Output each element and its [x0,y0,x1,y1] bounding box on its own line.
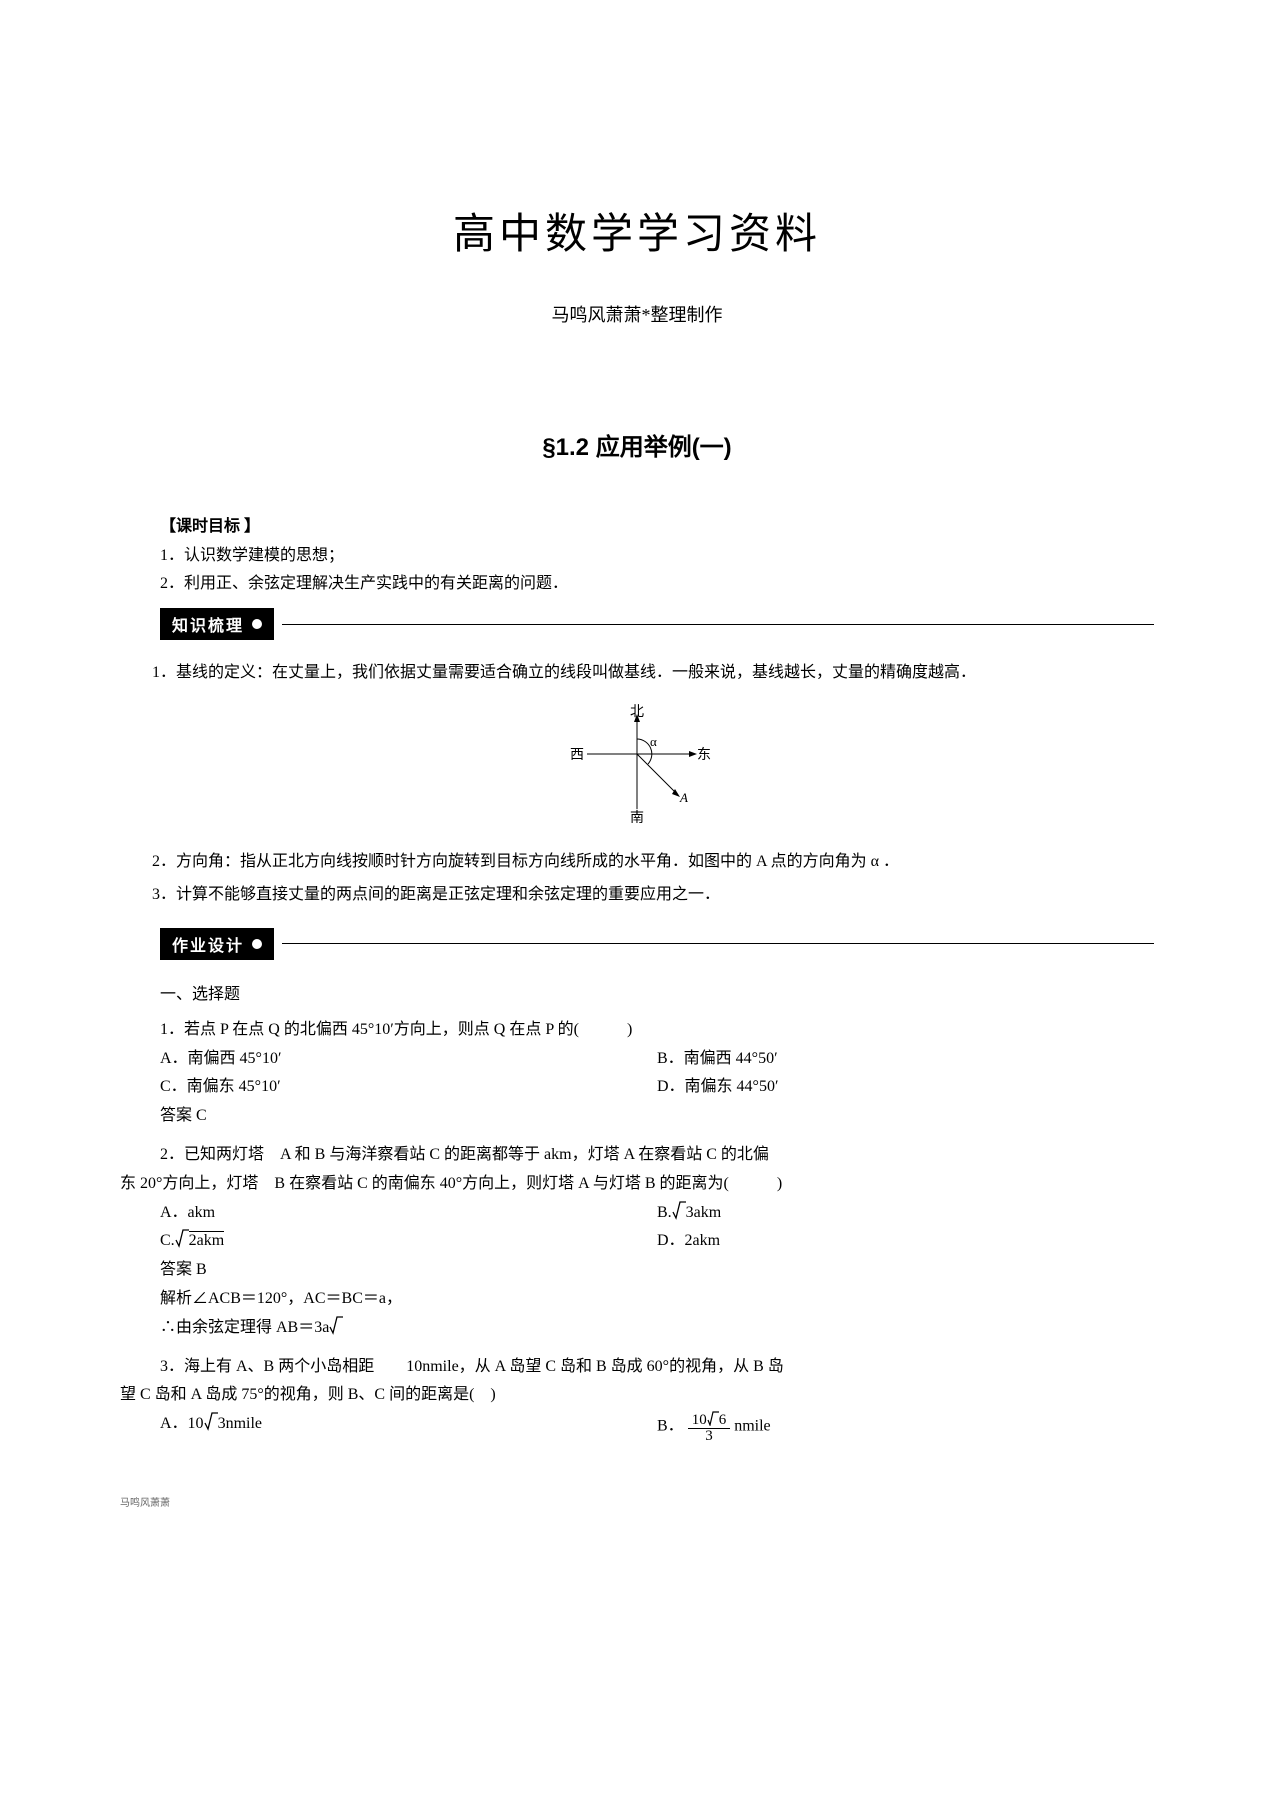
diagram-west: 西 [570,748,584,763]
q1-answer: 答案 C [160,1102,1154,1131]
q3-optb-suffix: nmile [734,1418,770,1435]
banner-text: 作业设计 [172,932,244,956]
q2-option-b: B. 3akm [657,1199,1154,1228]
direction-diagram: 北 南 西 东 α A [120,704,1154,839]
sqrt-icon [204,1411,218,1431]
knowledge-1: 1．基线的定义：在丈量上，我们依据丈量需要适合确立的线段叫做基线．一般来说，基线… [120,660,1154,694]
q2-option-c: C. 2akm [160,1227,657,1256]
q2-option-a: A．akm [160,1199,657,1228]
goal-item-2: 2．利用正、余弦定理解决生产实践中的有关距离的问题． [120,572,1154,596]
sqrt-icon [707,1410,719,1426]
q1-option-a: A．南偏西 45°10′ [160,1045,657,1074]
q2-optb-pre: B. [657,1204,672,1221]
goal-item-1: 1．认识数学建模的思想； [120,544,1154,568]
banner-dot-icon [252,939,262,949]
q3-text-1: 3．海上有 A、B 两个小岛相距 10nmile，从 A 岛望 C 岛和 B 岛… [160,1353,1154,1382]
footer-text: 马鸣风萧萧 [120,1494,1154,1509]
q2-analysis-val: 3a [314,1319,329,1336]
q3-optb-pre: B． [657,1418,684,1435]
knowledge-2: 2．方向角：指从正北方向线按顺时针方向旋转到目标方向线所成的水平角．如图中的 A… [120,849,1154,883]
fraction: 10 6 3 [688,1410,731,1444]
q2-answer: 答案 B [160,1256,1154,1285]
q2-optc-val: 2akm [189,1231,225,1249]
sqrt-icon [175,1228,189,1248]
subtitle: 马鸣风萧萧*整理制作 [120,301,1154,327]
q3-text-2: 望 C 岛和 A 岛成 75°的视角，则 B、C 间的距离是( ) [120,1381,1154,1410]
sqrt-icon [329,1315,343,1335]
q2-optc-pre: C. [160,1232,175,1249]
compass-svg: 北 南 西 东 α A [562,704,712,834]
frac-numerator: 10 6 [688,1410,731,1429]
main-title: 高中数学学习资料 [120,200,1154,261]
banner-line [282,624,1154,625]
sqrt-icon [672,1200,686,1220]
q2-text-2: 东 20°方向上，灯塔 B 在察看站 C 的南偏东 40°方向上，则灯塔 A 与… [120,1170,1154,1199]
goals-header: 【课时目标 】 [120,512,1154,536]
diagram-point-a: A [679,790,688,805]
frac-num-pre: 10 [692,1412,707,1428]
q2-option-d: D．2akm [657,1227,1154,1256]
q1-text: 1．若点 P 在点 Q 的北偏西 45°10′方向上，则点 Q 在点 P 的( … [160,1016,1154,1045]
q3-opta-val: 3nmile [218,1415,262,1432]
q2-analysis-1: 解析∠ACB＝120°，AC＝BC＝a， [160,1285,1154,1314]
question-3: 3．海上有 A、B 两个小岛相距 10nmile，从 A 岛望 C 岛和 B 岛… [120,1353,1154,1445]
q2-analysis-2: ∴由余弦定理得 AB＝3a [160,1314,1154,1343]
sub-heading-choice: 一、选择题 [120,980,1154,1004]
q1-option-d: D．南偏东 44°50′ [657,1073,1154,1102]
q2-optb-val: 3akm [686,1204,722,1221]
banner-text: 知识梳理 [172,612,244,636]
knowledge-banner-row: 知识梳理 [160,608,1154,640]
q2-text-1: 2．已知两灯塔 A 和 B 与海洋察看站 C 的距离都等于 akm，灯塔 A 在… [160,1141,1154,1170]
diagram-south: 南 [630,810,644,826]
homework-banner-row: 作业设计 [160,928,1154,960]
diagram-alpha: α [650,734,657,749]
knowledge-3: 3．计算不能够直接丈量的两点间的距离是正弦定理和余弦定理的重要应用之一． [120,882,1154,916]
q3-option-b: B． 10 6 3 nmile [657,1410,1154,1444]
section-title: §1.2 应用举例(一) [120,427,1154,462]
q2-analysis-pre: ∴由余弦定理得 AB＝ [160,1319,314,1336]
question-1: 1．若点 P 在点 Q 的北偏西 45°10′方向上，则点 Q 在点 P 的( … [120,1016,1154,1131]
q3-option-a: A．10 3nmile [160,1410,657,1444]
knowledge-banner: 知识梳理 [160,608,274,640]
banner-line [282,943,1154,944]
diagram-north: 北 [630,704,644,720]
banner-dot-icon [252,619,262,629]
question-2: 2．已知两灯塔 A 和 B 与海洋察看站 C 的距离都等于 akm，灯塔 A 在… [120,1141,1154,1343]
homework-banner: 作业设计 [160,928,274,960]
q3-opta-pre: A．10 [160,1415,204,1432]
frac-denominator: 3 [701,1429,717,1444]
q1-option-b: B．南偏西 44°50′ [657,1045,1154,1074]
frac-num-val: 6 [719,1412,727,1428]
diagram-east: 东 [697,747,711,763]
q1-option-c: C．南偏东 45°10′ [160,1073,657,1102]
